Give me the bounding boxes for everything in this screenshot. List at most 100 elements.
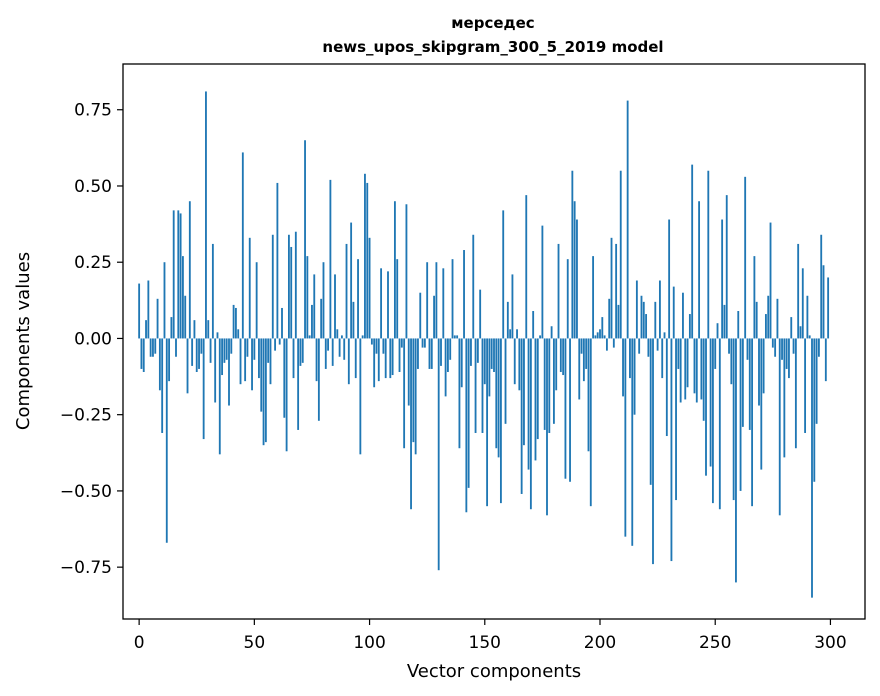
bar-151	[486, 338, 489, 507]
bar-190	[576, 219, 578, 339]
x-tick-label: 100	[353, 633, 385, 653]
bar-73	[306, 256, 309, 339]
bar-160	[506, 301, 509, 339]
bar-108	[387, 271, 389, 339]
bar-141	[463, 250, 465, 339]
bar-266	[751, 338, 754, 507]
bar-69	[297, 338, 300, 430]
y-axis-ticks: −0.75 −0.50 −0.25 0.00 0.25 0.50 0.75	[60, 101, 123, 578]
bar-237	[684, 338, 687, 400]
bar-27	[200, 338, 203, 354]
x-axis-ticks: 0 50 100 150 200 250 300	[134, 619, 847, 653]
bar-114	[400, 338, 403, 348]
bar-77	[315, 338, 318, 382]
bar-2	[142, 338, 145, 372]
bar-5	[149, 338, 152, 357]
bar-273	[767, 295, 770, 339]
bar-71	[301, 338, 304, 363]
bar-281	[785, 338, 788, 369]
bar-254	[723, 304, 726, 339]
bar-257	[730, 338, 733, 385]
bar-185	[564, 338, 567, 479]
bar-129	[435, 262, 438, 339]
bar-217	[638, 338, 641, 354]
bar-172	[534, 338, 537, 461]
x-tick-label: 250	[699, 633, 731, 653]
bar-267	[753, 256, 756, 339]
bar-58	[271, 234, 274, 339]
x-tick-label: 200	[584, 633, 616, 653]
bar-139	[458, 338, 461, 449]
bar-106	[382, 338, 385, 354]
bar-134	[446, 338, 449, 372]
bar-26	[198, 338, 200, 369]
bar-137	[453, 335, 456, 339]
bar-11	[163, 262, 166, 339]
bar-179	[550, 326, 553, 339]
bar-283	[790, 317, 793, 339]
bar-279	[781, 338, 783, 360]
x-tick-label: 50	[244, 633, 266, 653]
bar-15	[172, 210, 175, 339]
bar-173	[536, 338, 539, 440]
bar-251	[716, 323, 719, 339]
chart-title-line1: мерседес	[451, 14, 534, 32]
bar-278	[778, 338, 781, 516]
bar-206	[612, 338, 615, 348]
bar-226	[658, 280, 661, 339]
bar-194	[585, 338, 588, 369]
bar-197	[592, 256, 595, 339]
bar-247	[707, 170, 710, 339]
bar-127	[430, 338, 433, 369]
bar-211	[624, 338, 627, 537]
bar-256	[728, 338, 730, 354]
bar-49	[251, 338, 253, 391]
bar-259	[735, 338, 737, 583]
bar-177	[546, 338, 548, 516]
bar-253	[721, 219, 724, 339]
bar-107	[384, 338, 387, 379]
bar-57	[269, 338, 272, 385]
bar-76	[313, 274, 316, 339]
bar-147	[476, 338, 479, 363]
bar-62	[281, 307, 283, 339]
bar-3	[145, 320, 147, 339]
bar-209	[619, 170, 622, 339]
bar-145	[472, 234, 475, 339]
bar-158	[502, 210, 505, 339]
bar-21	[186, 338, 189, 394]
bar-144	[470, 338, 472, 366]
bar-234	[677, 338, 680, 369]
bar-6	[152, 338, 154, 357]
bar-138	[456, 335, 459, 339]
bar-233	[675, 338, 677, 501]
bar-22	[188, 201, 191, 339]
bar-31	[209, 338, 212, 363]
bar-75	[311, 304, 313, 339]
bar-64	[285, 338, 288, 452]
bar-152	[488, 338, 491, 397]
bar-236	[682, 292, 684, 339]
bar-23	[191, 338, 194, 366]
bar-175	[541, 225, 544, 339]
bar-225	[656, 338, 659, 351]
bar-291	[808, 335, 811, 339]
bar-56	[267, 338, 270, 363]
bar-110	[391, 338, 394, 376]
bar-292	[811, 338, 813, 598]
y-tick-label: 0.25	[74, 253, 112, 273]
bar-264	[746, 338, 749, 360]
bar-184	[562, 338, 565, 376]
bar-136	[451, 259, 454, 339]
bar-25	[195, 338, 198, 372]
bar-97	[361, 335, 364, 339]
bar-16	[175, 338, 177, 357]
bar-135	[449, 338, 452, 360]
bar-104	[377, 338, 380, 382]
bar-111	[393, 201, 396, 339]
bar-285	[794, 338, 797, 449]
bar-121	[417, 338, 419, 369]
bar-208	[617, 304, 620, 339]
bar-140	[460, 338, 463, 388]
